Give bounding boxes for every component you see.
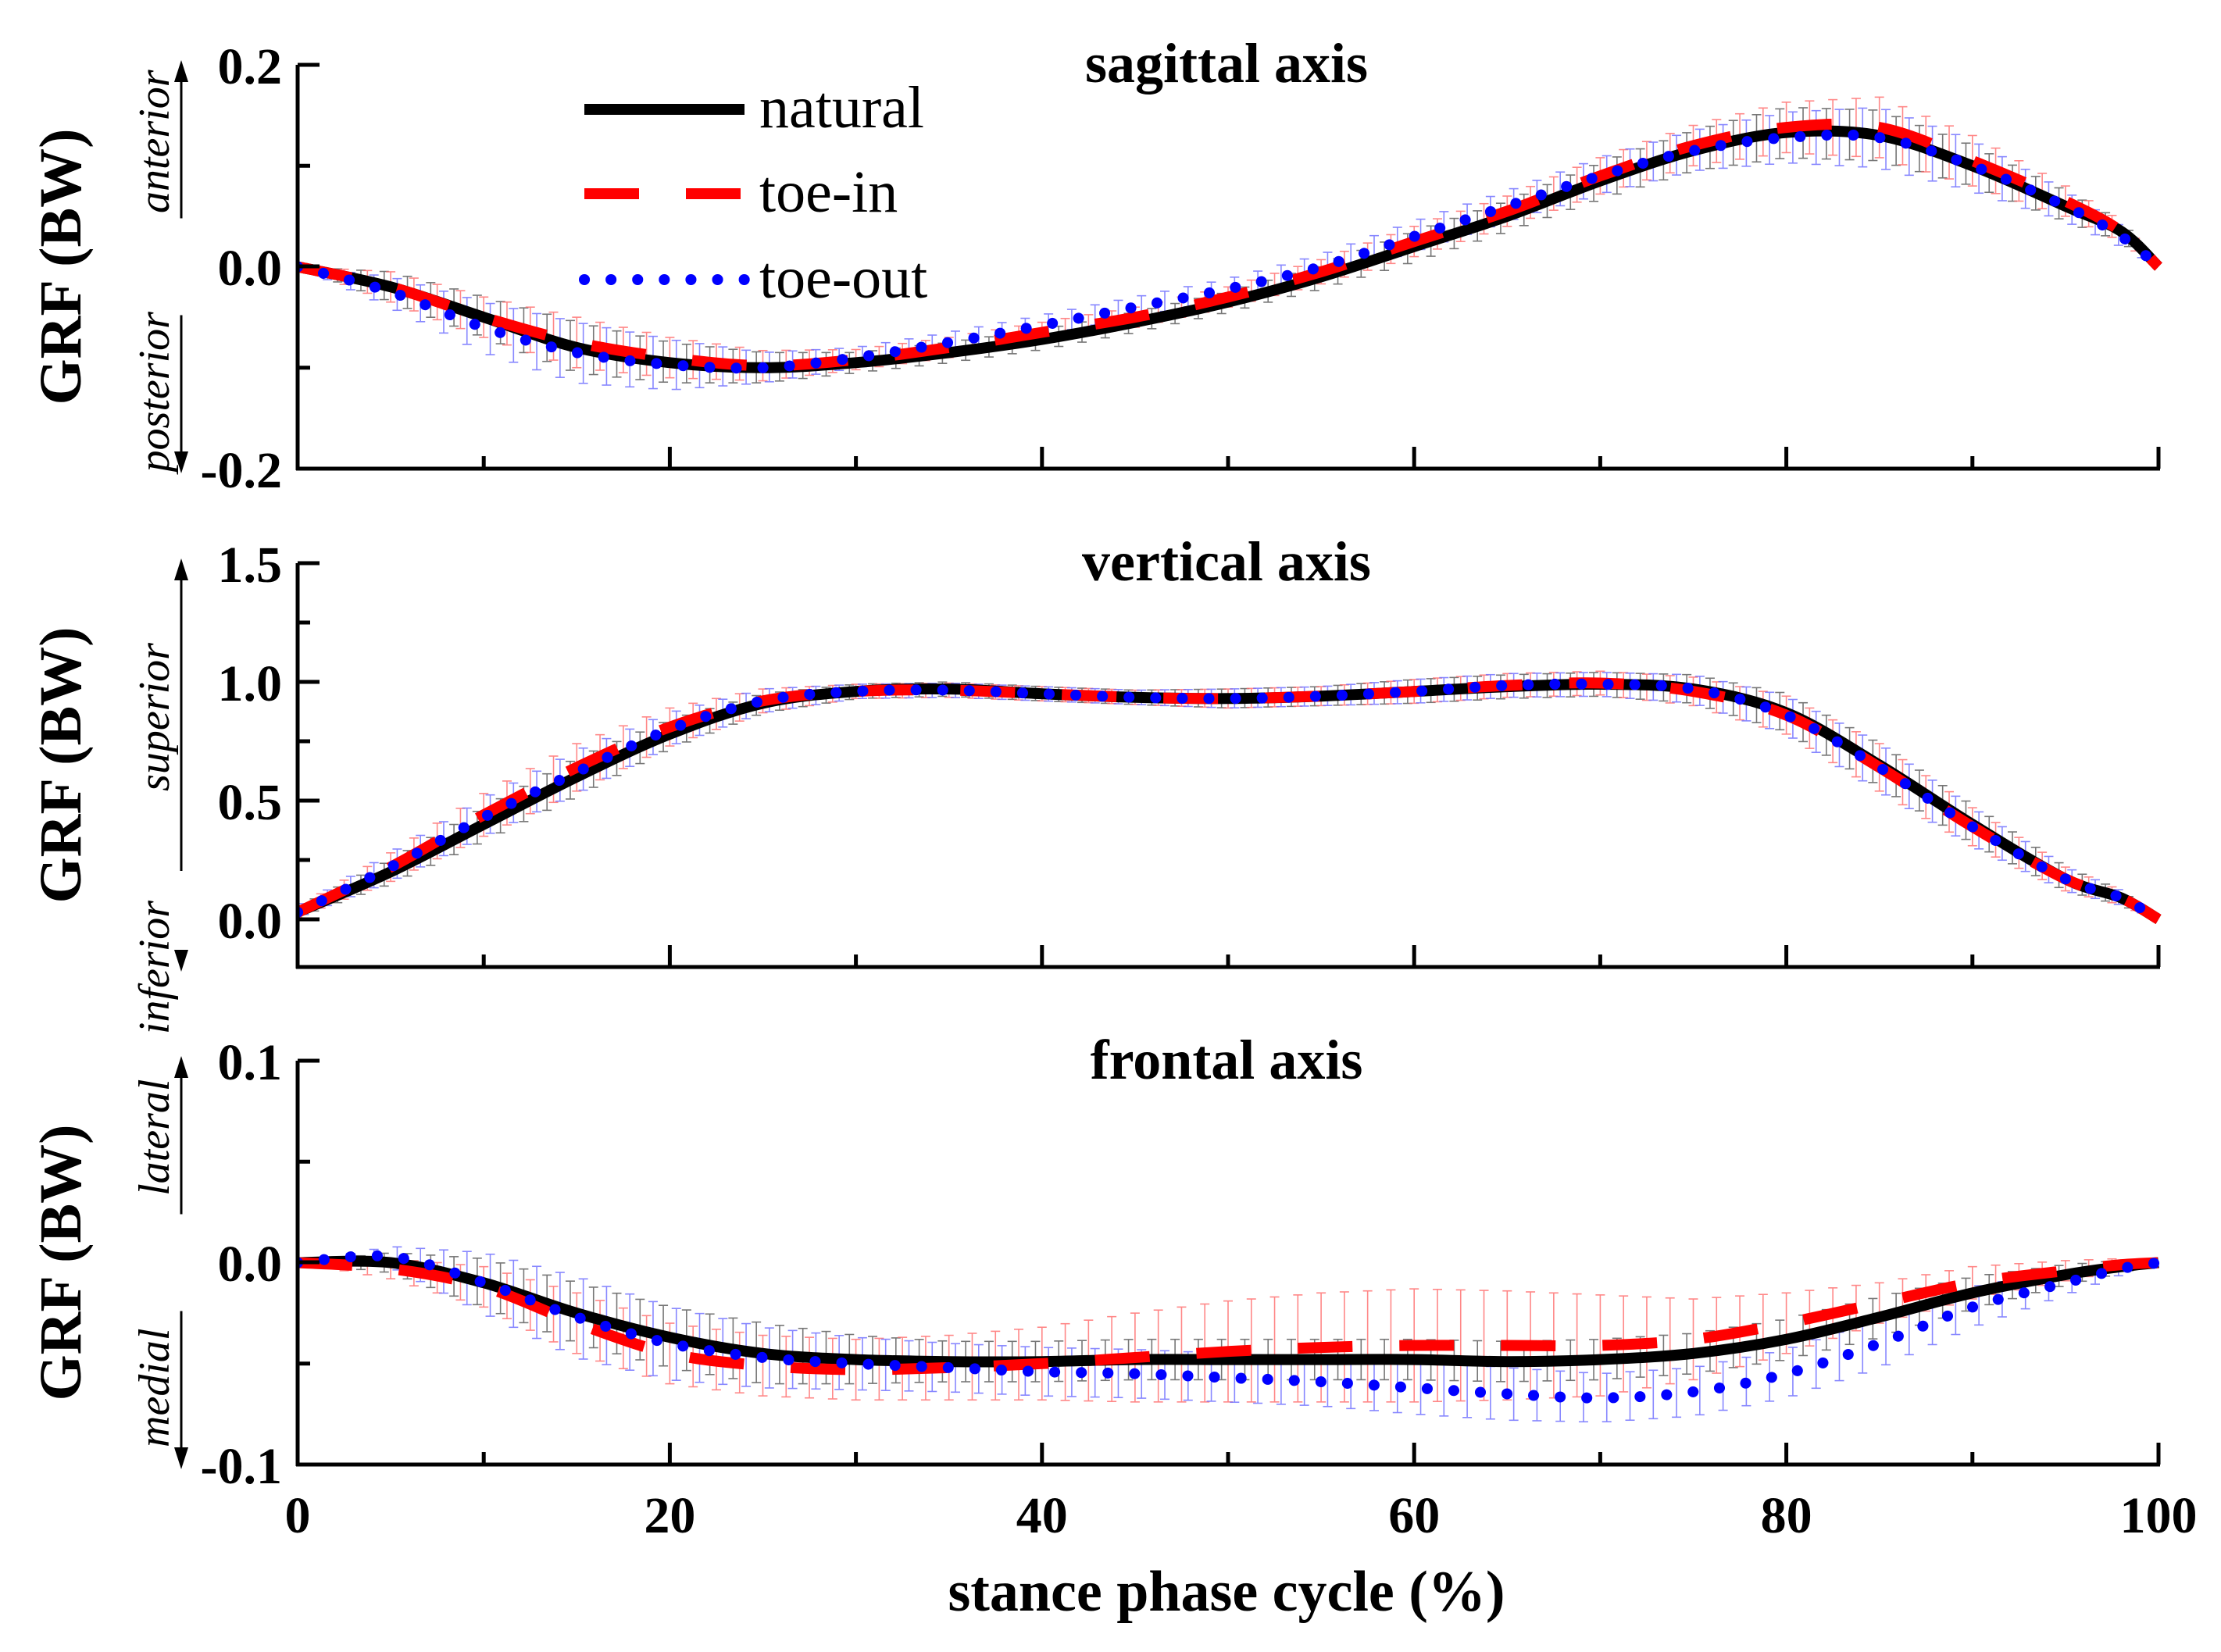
direction-label-up: anterior xyxy=(130,70,179,213)
direction-label-down: posterior xyxy=(130,312,179,476)
y-axis-title: GRF (BW) xyxy=(28,129,94,405)
y-axis-title: GRF (BW) xyxy=(28,1125,94,1401)
series-line-toe-out xyxy=(298,1250,2164,1404)
arrow-down-icon xyxy=(174,1447,188,1469)
panel-title: sagittal axis xyxy=(1085,32,1368,95)
direction-label-down: inferior xyxy=(130,901,179,1034)
y-tick-label: -0.1 xyxy=(201,1438,282,1495)
panel-frontal-axis: 0.1 0.0 -0.1 frontal axis GRF (BW) lateral med… xyxy=(28,1029,2164,1495)
legend-label-toe-out: toe-out xyxy=(759,245,927,311)
x-tick-label: 40 xyxy=(1016,1487,1068,1544)
panel-title: frontal axis xyxy=(1091,1029,1363,1091)
arrow-up-icon xyxy=(174,558,188,580)
x-tick-label: 80 xyxy=(1761,1487,1812,1544)
direction-indicator: superior inferior xyxy=(130,558,188,1034)
x-tick-label: 60 xyxy=(1388,1487,1440,1544)
axes xyxy=(295,561,2161,969)
axes xyxy=(295,1058,2161,1467)
y-tick-label: 1.0 xyxy=(218,655,283,712)
x-axis-title: stance phase cycle (%) xyxy=(948,1560,1505,1624)
series-line-toe-out xyxy=(298,678,2164,925)
error-bars-toe-out xyxy=(299,672,2147,915)
series-line-toe-in xyxy=(298,677,2162,925)
series-lines xyxy=(298,677,2164,925)
y-tick-label: 0.5 xyxy=(218,774,283,831)
arrow-up-icon xyxy=(174,1056,188,1078)
direction-indicator: lateral medial xyxy=(130,1056,188,1469)
series-line-natural xyxy=(298,678,2162,925)
x-tick-labels: 0 20 40 60 80 100 xyxy=(285,1487,2198,1544)
series-lines xyxy=(298,1250,2164,1404)
x-tick-label: 100 xyxy=(2120,1487,2198,1544)
error-bars xyxy=(299,1246,2157,1423)
x-tick-label: 20 xyxy=(644,1487,695,1544)
series-lines xyxy=(298,118,2164,374)
series-line-toe-in xyxy=(298,118,2162,372)
x-tick-label: 0 xyxy=(285,1487,311,1544)
error-bars xyxy=(298,670,2157,918)
error-bars-natural xyxy=(309,672,2157,918)
axes xyxy=(295,62,2161,471)
arrow-down-icon xyxy=(174,950,188,972)
y-tick-label: 0.1 xyxy=(218,1034,283,1091)
legend-label-natural: natural xyxy=(759,75,924,141)
panel-vertical-axis: 1.5 1.0 0.5 0.0 vertical axis GRF (BW) superio… xyxy=(28,530,2164,1034)
y-tick-label: 1.5 xyxy=(218,537,283,594)
direction-label-up: lateral xyxy=(130,1079,179,1196)
plots: 0.2 0.0 -0.2 sagittal axis GRF (BW) anterior p… xyxy=(28,32,2164,1495)
y-tick-label: -0.2 xyxy=(201,442,282,499)
error-bars-toe-in xyxy=(316,96,2141,382)
arrow-down-icon xyxy=(174,451,188,473)
y-tick-label: 0.0 xyxy=(218,240,283,297)
error-bars-toe-in xyxy=(316,1258,2141,1403)
legend: natural toe-in toe-out xyxy=(579,75,927,311)
y-tick-label: 0.2 xyxy=(218,38,283,95)
direction-label-down: medial xyxy=(130,1329,179,1447)
legend-label-toe-in: toe-in xyxy=(759,159,898,225)
panel-title: vertical axis xyxy=(1082,530,1371,593)
y-tick-label: 0.0 xyxy=(218,1236,283,1293)
direction-label-up: superior xyxy=(130,643,179,791)
series-line-toe-out xyxy=(298,129,2164,374)
direction-indicator: anterior posterior xyxy=(130,60,188,475)
panel-sagittal-axis: 0.2 0.0 -0.2 sagittal axis GRF (BW) anterior p… xyxy=(28,32,2164,499)
y-tick-label: 0.0 xyxy=(218,893,283,950)
series-line-toe-in xyxy=(298,1257,2159,1375)
y-axis-title: GRF (BW) xyxy=(28,627,94,904)
arrow-up-icon xyxy=(174,60,188,82)
